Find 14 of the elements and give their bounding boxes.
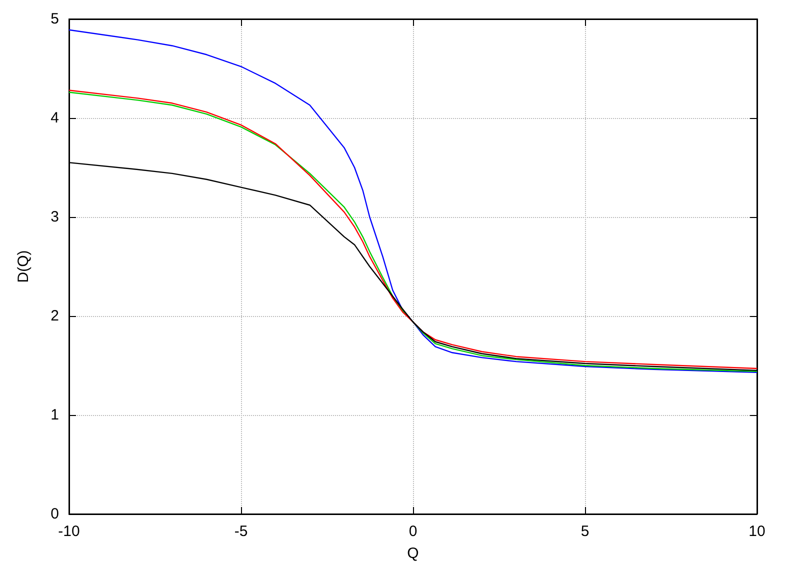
y-tick-label: 5: [50, 10, 59, 28]
x-tick-label: -5: [234, 523, 248, 540]
x-tick-label: 0: [408, 523, 418, 540]
y-axis-title: D(Q): [15, 250, 32, 283]
x-tick-label: 10: [748, 523, 766, 540]
y-tick-label: 1: [50, 406, 59, 424]
x-tick-label: 5: [580, 523, 590, 540]
y-tick-label: 2: [50, 308, 59, 324]
line-series: [68, 29, 758, 374]
y-tick-label: 0: [50, 506, 59, 522]
y-tick-label: 3: [50, 208, 59, 226]
y-tick-label: 4: [50, 110, 59, 126]
x-tick-label: -10: [58, 523, 80, 540]
x-axis-title: Q: [407, 545, 419, 562]
